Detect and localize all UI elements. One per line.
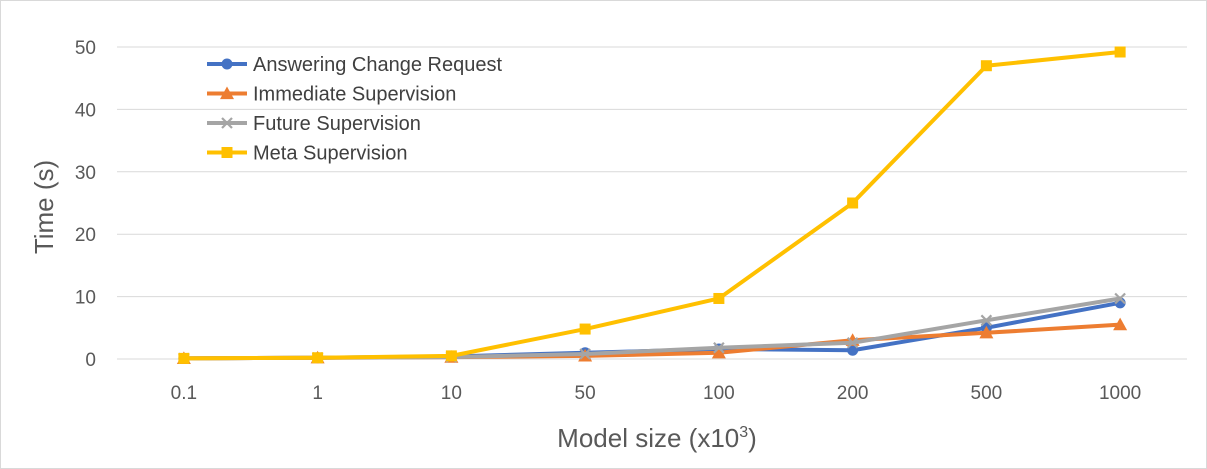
data-point-marker (847, 344, 859, 356)
data-point-marker (713, 292, 725, 304)
data-point-marker (221, 58, 233, 70)
x-tick-label: 1000 (1099, 383, 1141, 404)
marker-stroke (579, 348, 591, 360)
data-point-marker (579, 348, 591, 360)
legend-item: Meta Supervision (207, 143, 408, 165)
series-line (181, 49, 1123, 361)
data-point-marker (220, 86, 234, 100)
y-tick-label: 20 (75, 225, 96, 246)
legend-item: Future Supervision (207, 113, 421, 135)
x-axis-title-main: Model size (x10 (557, 423, 739, 453)
legend: Answering Change Request Immediate Superv… (207, 54, 502, 165)
marker-stroke (1114, 292, 1126, 305)
y-tick-label: 40 (75, 100, 96, 121)
data-point-marker (312, 352, 324, 364)
legend-label: Future Supervision (253, 113, 421, 135)
data-point-marker (1114, 292, 1126, 305)
y-axis-tick-labels: 0 10 20 30 40 50 (75, 38, 96, 371)
marker-stroke (980, 314, 993, 327)
marker-stroke (221, 117, 233, 129)
data-point-marker (846, 336, 859, 349)
x-axis-title-superscript: 3 (739, 424, 748, 441)
x-tick-label: 100 (703, 383, 735, 404)
data-point-marker (1113, 317, 1128, 331)
data-point-marker (980, 314, 993, 327)
legend-item: Answering Change Request (207, 54, 502, 76)
series-4 (178, 46, 1126, 364)
data-point-marker (178, 352, 190, 364)
grid-lines (117, 46, 1187, 360)
x-tick-label: 0.1 (171, 383, 197, 404)
data-point-marker (847, 197, 859, 209)
marker-stroke (713, 341, 725, 354)
y-tick-label: 10 (75, 288, 96, 309)
data-point-marker (221, 117, 233, 129)
y-tick-label: 0 (85, 350, 96, 371)
legend-label: Meta Supervision (253, 143, 408, 165)
x-tick-label: 50 (575, 383, 596, 404)
data-point-marker (980, 60, 992, 72)
legend-label: Immediate Supervision (253, 84, 456, 106)
y-tick-label: 50 (75, 38, 96, 59)
legend-label: Answering Change Request (253, 54, 502, 76)
x-tick-label: 500 (971, 383, 1003, 404)
x-tick-label: 10 (441, 383, 462, 404)
y-tick-label: 30 (75, 163, 96, 184)
marker-stroke (846, 336, 859, 349)
x-tick-label: 1 (312, 383, 323, 404)
data-point-marker (713, 341, 725, 354)
data-point-marker (579, 323, 591, 335)
x-tick-label: 200 (837, 383, 869, 404)
x-axis-title: Model size (x103) (557, 423, 757, 453)
data-point-marker (711, 345, 726, 359)
legend-item: Immediate Supervision (207, 84, 456, 106)
x-axis-tick-labels: 0.1 1 10 50 100 200 500 1000 (171, 383, 1142, 404)
data-point-marker (979, 325, 994, 339)
x-axis-title-suffix: ) (748, 423, 757, 453)
data-point-marker (221, 147, 233, 158)
data-point-marker (445, 350, 457, 362)
y-axis-title: Time (s) (29, 160, 59, 254)
series-group (176, 46, 1128, 365)
data-point-marker (1114, 46, 1126, 58)
